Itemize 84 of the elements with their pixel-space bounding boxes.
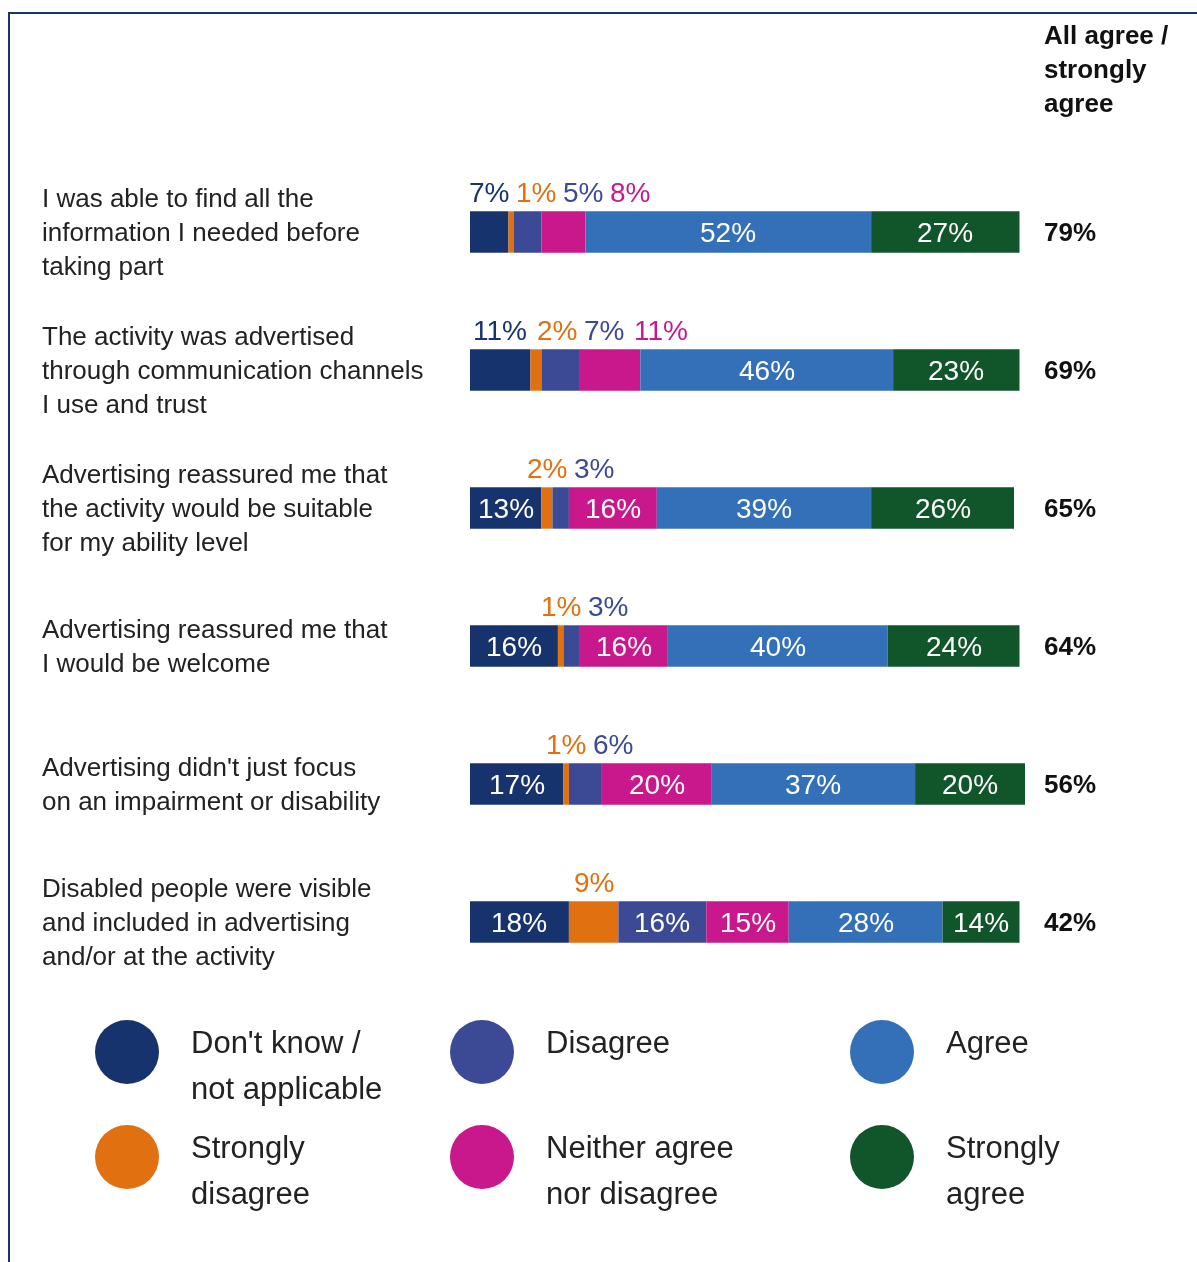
data-label: 6% xyxy=(593,729,634,760)
data-label: 37% xyxy=(785,769,842,800)
data-label: 13% xyxy=(478,493,535,524)
data-label: 3% xyxy=(588,591,629,622)
bar xyxy=(667,625,888,667)
y-tick-label: Disabled people were visible and included in advertising and/or at the activity xyxy=(42,873,372,971)
bar xyxy=(656,487,872,529)
bar xyxy=(788,901,943,943)
data-label: 7% xyxy=(469,177,510,208)
bar xyxy=(579,349,641,391)
data-label: 2% xyxy=(537,315,578,346)
bar xyxy=(568,901,619,943)
y-tick-label: Advertising didn't just focus on an impairment or disability xyxy=(42,752,381,816)
data-label: 16% xyxy=(585,493,642,524)
text: 65% xyxy=(1044,493,1097,523)
text: 79% xyxy=(1044,217,1097,247)
bar xyxy=(552,487,569,529)
bar xyxy=(893,349,1020,391)
text: 42% xyxy=(1044,907,1097,937)
data-label: 14% xyxy=(953,907,1010,938)
legend-label: Don't know / not applicable xyxy=(191,1024,384,1108)
bar xyxy=(563,625,580,667)
legend-label: Strongly disagree xyxy=(191,1129,311,1213)
text: All agree / strongly agree xyxy=(1044,20,1169,118)
data-label: 40% xyxy=(750,631,807,662)
data-label: 17% xyxy=(489,769,546,800)
bar xyxy=(508,211,514,253)
text: 56% xyxy=(1044,769,1097,799)
bar xyxy=(585,211,872,253)
data-label: 3% xyxy=(574,453,615,484)
data-label: 9% xyxy=(574,867,615,898)
data-label: 2% xyxy=(527,453,568,484)
bar xyxy=(871,211,1020,253)
data-label: 16% xyxy=(596,631,653,662)
legend-label: Strongly agree xyxy=(946,1129,1061,1213)
bar xyxy=(887,625,1020,667)
data-label: 8% xyxy=(610,177,651,208)
bar xyxy=(470,901,569,943)
bar xyxy=(871,487,1015,529)
data-label: 5% xyxy=(563,177,604,208)
data-label: 39% xyxy=(736,493,793,524)
data-label: 11% xyxy=(634,315,688,346)
bar xyxy=(563,763,569,805)
legend-label: Disagree xyxy=(546,1024,672,1062)
bar xyxy=(470,211,509,253)
legend-label: Agree xyxy=(946,1024,1030,1062)
bar xyxy=(530,349,542,391)
data-label: 16% xyxy=(634,907,691,938)
data-label: 20% xyxy=(942,769,999,800)
bar xyxy=(470,349,531,391)
bar xyxy=(541,211,586,253)
text: 64% xyxy=(1044,631,1097,661)
data-label: 26% xyxy=(915,493,972,524)
data-label: 16% xyxy=(486,631,543,662)
data-label: 11% xyxy=(473,315,527,346)
data-label: 18% xyxy=(491,907,548,938)
data-label: 24% xyxy=(926,631,983,662)
text: 69% xyxy=(1044,355,1097,385)
data-label: 52% xyxy=(700,217,757,248)
data-label: 7% xyxy=(584,315,625,346)
y-tick-label: Advertising reassured me that I would be welcome xyxy=(42,614,389,678)
bar xyxy=(541,487,553,529)
data-label: 28% xyxy=(838,907,895,938)
y-tick-label: Advertising reassured me that the activity would be suitable for my ability level xyxy=(42,459,389,557)
bar xyxy=(568,763,602,805)
y-tick-label: I was able to find all the information I needed before taking part xyxy=(42,183,360,281)
data-label: 1% xyxy=(541,591,582,622)
bar xyxy=(640,349,894,391)
data-label: 15% xyxy=(720,907,777,938)
bar xyxy=(470,763,564,805)
y-tick-label: The activity was advertised through communication channels I use and trust xyxy=(42,321,424,419)
legend-label: Neither agree nor disagree xyxy=(546,1129,735,1213)
bar xyxy=(557,625,564,667)
data-label: 20% xyxy=(629,769,686,800)
data-label: 23% xyxy=(928,355,985,386)
data-label: 1% xyxy=(546,729,587,760)
bar xyxy=(711,763,916,805)
bar xyxy=(915,763,1025,805)
bar xyxy=(601,763,712,805)
data-label: 46% xyxy=(739,355,796,386)
data-label: 27% xyxy=(917,217,974,248)
bar xyxy=(513,211,542,253)
data-label: 1% xyxy=(516,177,557,208)
bar xyxy=(541,349,580,391)
